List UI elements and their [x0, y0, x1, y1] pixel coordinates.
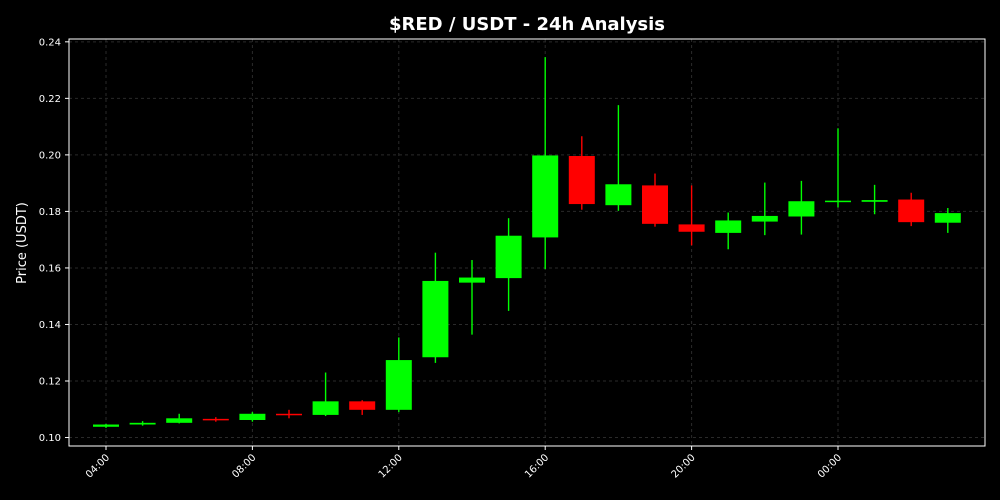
candle-up: [129, 421, 156, 426]
candle-up: [93, 423, 119, 428]
candle-body: [532, 155, 559, 238]
candle-body: [825, 200, 851, 203]
candle-up: [788, 180, 815, 235]
candle-body: [312, 401, 339, 415]
candle-up: [459, 260, 485, 335]
chart-title: $RED / USDT - 24h Analysis: [389, 14, 665, 35]
y-axis-label: Price (USDT): [15, 202, 30, 284]
y-tick-label: 0.12: [39, 376, 61, 387]
candle-body: [202, 418, 229, 421]
plot-frame: [68, 38, 986, 447]
candle-body: [239, 413, 266, 420]
candle-body: [276, 413, 302, 416]
candle-up: [934, 208, 961, 233]
candle-down: [568, 136, 595, 210]
candle-body: [459, 277, 485, 283]
y-tick-label: 0.14: [39, 320, 61, 331]
candle-body: [495, 235, 522, 279]
candle-up: [751, 182, 778, 236]
candle-body: [861, 200, 888, 202]
candle-up: [495, 218, 522, 311]
candle-down: [202, 417, 229, 422]
candle-up: [166, 413, 193, 424]
candle-body: [166, 418, 193, 423]
candle-up: [385, 337, 412, 413]
candle-body: [898, 199, 925, 223]
candle-up: [422, 252, 449, 363]
y-tick-label: 0.20: [39, 150, 61, 161]
candle-body: [934, 213, 961, 223]
candle-body: [93, 424, 119, 427]
candle-up: [239, 412, 266, 422]
candle-up: [715, 212, 742, 250]
y-tick-label: 0.24: [39, 37, 61, 48]
candle-up: [861, 184, 888, 215]
candle-down: [678, 185, 705, 246]
candle-up: [825, 128, 851, 208]
candle-down: [276, 409, 302, 419]
candle-down: [642, 173, 668, 227]
candle-body: [751, 215, 778, 222]
grid: [69, 39, 985, 446]
candle-body: [788, 201, 815, 217]
y-tick-label: 0.18: [39, 207, 61, 218]
candle-body: [642, 185, 668, 224]
candle-body: [678, 224, 705, 232]
candles: [93, 57, 961, 428]
candle-body: [715, 220, 742, 233]
candle-body: [349, 401, 376, 410]
candle-up: [605, 105, 632, 211]
candle-body: [568, 156, 595, 205]
candle-down: [898, 192, 925, 227]
y-tick-label: 0.16: [39, 263, 61, 274]
candle-body: [605, 184, 632, 206]
candle-up: [532, 57, 559, 270]
y-tick-label: 0.10: [39, 433, 61, 444]
candle-body: [422, 280, 449, 358]
candle-body: [129, 422, 156, 425]
y-tick-label: 0.22: [39, 94, 61, 105]
candle-up: [312, 372, 339, 417]
candle-body: [385, 360, 412, 410]
candle-down: [349, 400, 376, 415]
